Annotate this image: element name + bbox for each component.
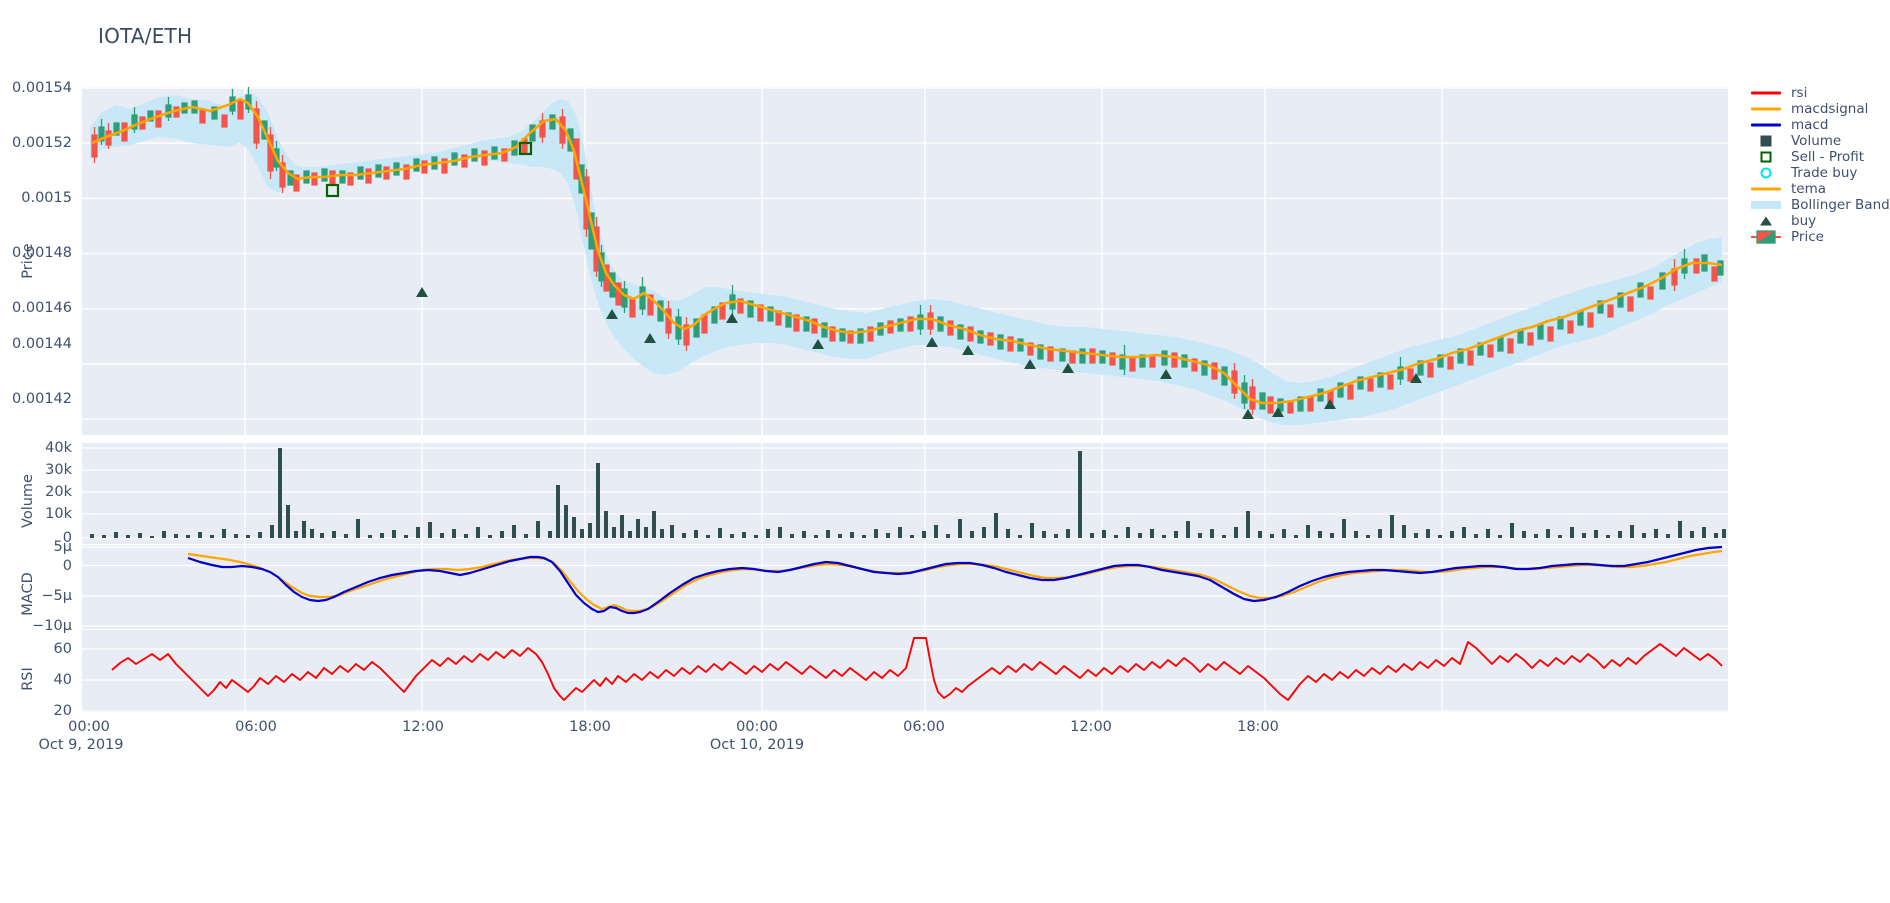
price-ytick: 0.00154 <box>12 80 72 96</box>
legend-item-rsi[interactable]: rsi <box>1748 85 1888 101</box>
macd-ytick: −5µ <box>41 588 72 604</box>
legend-label: Bollinger Band <box>1791 197 1890 213</box>
macd-line-icon <box>1748 117 1784 133</box>
buy-markers <box>416 287 1422 419</box>
x-tick: 00:00 <box>736 719 778 735</box>
legend-label: Price <box>1791 229 1824 245</box>
macd-plot-svg <box>82 545 1728 629</box>
bollinger-band-area <box>90 93 1722 425</box>
macd-chart-panel <box>82 545 1728 629</box>
volume-ytick: 0 <box>62 530 72 546</box>
x-tick: 06:00 <box>235 719 277 735</box>
x-date-label: Oct 10, 2019 <box>709 737 805 753</box>
rsi-ytick: 20 <box>53 703 72 719</box>
price-candle-icon <box>1748 229 1784 245</box>
rsi-ytick: 60 <box>53 641 72 657</box>
rsi-line-icon <box>1748 85 1784 101</box>
legend-label: rsi <box>1791 85 1808 101</box>
tema-line-icon <box>1748 181 1784 197</box>
price-ytick: 0.00148 <box>12 245 72 261</box>
legend-label: macd <box>1791 117 1829 133</box>
price-ytick: 0.0015 <box>21 190 72 206</box>
macd-ytick: 0 <box>62 558 72 574</box>
volume-plot-svg <box>82 443 1728 544</box>
price-ytick: 0.00146 <box>12 300 72 316</box>
x-tick: 18:00 <box>1237 719 1279 735</box>
legend-item-volume[interactable]: Volume <box>1748 133 1888 149</box>
x-tick: 18:00 <box>569 719 611 735</box>
price-chart-panel <box>82 87 1728 435</box>
candle-glyph <box>1751 230 1781 244</box>
legend-label: Volume <box>1791 133 1842 149</box>
price-ytick: 0.00152 <box>12 135 72 151</box>
rsi-chart-panel <box>82 630 1728 712</box>
tema-line <box>91 97 1723 405</box>
price-ytick: 0.00142 <box>12 391 72 407</box>
volume-square-icon <box>1748 133 1784 149</box>
x-tick: 06:00 <box>903 719 945 735</box>
x-tick: 00:00 <box>68 719 110 735</box>
volume-axis-title: Volume <box>20 474 36 528</box>
rsi-line <box>111 637 1723 701</box>
trade-buy-circle-icon <box>1748 165 1784 181</box>
macdsignal-line <box>187 549 1723 613</box>
legend-label: macdsignal <box>1791 101 1869 117</box>
legend-label: buy <box>1791 213 1817 229</box>
volume-ytick: 40k <box>45 440 72 456</box>
legend-item-sell-profit[interactable]: Sell - Profit <box>1748 149 1888 165</box>
rsi-plot-svg <box>82 630 1728 712</box>
legend-item-macd[interactable]: macd <box>1748 117 1888 133</box>
x-date-label: Oct 9, 2019 <box>38 737 124 753</box>
volume-ytick: 30k <box>45 462 72 478</box>
legend-label: Trade buy <box>1791 165 1858 181</box>
legend-label: tema <box>1791 181 1827 197</box>
macd-ytick: −10µ <box>32 618 72 634</box>
buy-triangle-icon <box>1748 213 1784 229</box>
sell-profit-square-icon <box>1748 149 1784 165</box>
x-tick: 12:00 <box>1070 719 1112 735</box>
rsi-ytick: 40 <box>53 672 72 688</box>
rsi-gridlines <box>82 648 1728 712</box>
price-axis-title: Price <box>20 243 36 279</box>
macd-line <box>187 545 1723 615</box>
volume-chart-panel <box>82 443 1728 544</box>
legend-item-macdsignal[interactable]: macdsignal <box>1748 101 1888 117</box>
volume-ytick: 20k <box>45 484 72 500</box>
price-plot-svg <box>82 87 1728 435</box>
legend-item-tema[interactable]: tema <box>1748 181 1888 197</box>
legend-item-bollinger-band[interactable]: Bollinger Band <box>1748 197 1890 213</box>
macd-ytick: 5µ <box>53 539 72 555</box>
legend-item-buy[interactable]: buy <box>1748 213 1888 229</box>
macd-gridlines <box>82 546 1728 627</box>
macdsignal-line-icon <box>1748 101 1784 117</box>
volume-bars <box>90 448 1726 538</box>
price-candlesticks <box>91 87 1724 415</box>
sell-profit-markers <box>325 141 533 198</box>
legend-item-price[interactable]: Price <box>1748 229 1888 245</box>
chart-legend: rsi macdsignal macd Volume Sell - Profit… <box>1748 85 1890 245</box>
page-title: IOTA/ETH <box>98 24 193 48</box>
bollinger-band-icon <box>1748 197 1784 213</box>
price-ytick: 0.00144 <box>12 336 72 352</box>
x-tick: 12:00 <box>402 719 444 735</box>
legend-item-trade-buy[interactable]: Trade buy <box>1748 165 1888 181</box>
legend-label: Sell - Profit <box>1791 149 1865 165</box>
volume-gridlines <box>82 447 1728 539</box>
volume-ytick: 10k <box>45 506 72 522</box>
